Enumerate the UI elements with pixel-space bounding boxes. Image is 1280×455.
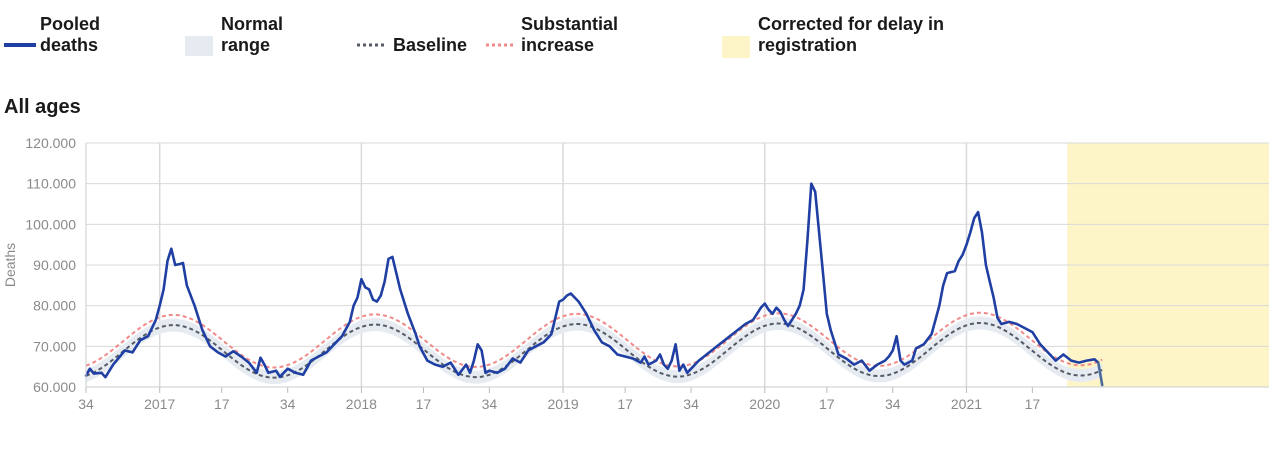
axes-layer: 60.000 70.000 80.000 90.000 100.000 110.000 12… bbox=[2, 135, 1269, 412]
deaths-line-chart: 60.000 70.000 80.000 90.000 100.000 110.000 12… bbox=[2, 135, 1269, 412]
y-tick-label: 110.000 bbox=[26, 176, 76, 192]
legend-substantial-line1: Substantial bbox=[521, 14, 619, 34]
x-tick-label: 34 bbox=[280, 396, 296, 412]
normal-range-swatch bbox=[185, 36, 213, 56]
y-tick-label: 100.000 bbox=[25, 216, 76, 232]
x-tick-label: 34 bbox=[683, 396, 699, 412]
legend-baseline-label: Baseline bbox=[393, 35, 468, 55]
legend-pooled-line1: Pooled bbox=[40, 14, 101, 34]
x-tick-label: 17 bbox=[416, 396, 432, 412]
y-tick-label: 70.000 bbox=[33, 338, 76, 354]
legend-pooled-deaths[interactable]: Pooled deaths bbox=[40, 14, 100, 56]
pooled-deaths-corrected-line bbox=[1097, 361, 1104, 387]
baseline-swatch bbox=[357, 43, 387, 47]
pooled-deaths-swatch bbox=[4, 43, 36, 47]
corrected-delay-swatch bbox=[722, 36, 750, 58]
reference-lines-layer bbox=[85, 311, 1103, 379]
normal-range-layer bbox=[86, 316, 1103, 385]
y-tick-label: 60.000 bbox=[33, 379, 76, 395]
x-tick-label: 17 bbox=[1025, 396, 1041, 412]
x-tick-label: 34 bbox=[885, 396, 901, 412]
y-tick-label: 90.000 bbox=[33, 257, 76, 273]
legend-normal-line1: Normal bbox=[221, 14, 284, 34]
legend-corrected-line2: registration bbox=[758, 35, 858, 55]
x-tick-label: 2017 bbox=[144, 396, 175, 412]
legend-baseline[interactable]: Baseline bbox=[393, 35, 467, 56]
y-tick-label: 120.000 bbox=[25, 135, 76, 151]
x-tick-label: 34 bbox=[482, 396, 498, 412]
legend-substantial-increase[interactable]: Substantial increase bbox=[521, 14, 618, 56]
pooled-deaths-line bbox=[84, 182, 1100, 379]
x-tick-label: 17 bbox=[819, 396, 835, 412]
legend-substantial-line2: increase bbox=[521, 35, 595, 55]
x-tick-label: 17 bbox=[214, 396, 230, 412]
section-title: All ages bbox=[4, 96, 81, 118]
x-tick-label: 2021 bbox=[951, 396, 982, 412]
substantial-increase-line bbox=[85, 311, 1103, 369]
baseline-line bbox=[85, 322, 1103, 379]
normal-range-band bbox=[86, 316, 1103, 385]
legend-corrected-delay[interactable]: Corrected for delay in registration bbox=[758, 14, 944, 56]
x-tick-label: 34 bbox=[78, 396, 94, 412]
series-layer bbox=[84, 182, 1104, 387]
x-tick-label: 2018 bbox=[346, 396, 377, 412]
x-tick-label: 2020 bbox=[749, 396, 780, 412]
legend-normal-line2: range bbox=[221, 35, 271, 55]
substantial-increase-swatch bbox=[486, 43, 516, 47]
y-axis-title: Deaths bbox=[2, 243, 18, 287]
legend-corrected-line1: Corrected for delay in bbox=[758, 14, 945, 34]
legend-normal-range[interactable]: Normal range bbox=[221, 14, 283, 56]
legend-pooled-line2: deaths bbox=[40, 35, 99, 55]
x-tick-label: 17 bbox=[617, 396, 633, 412]
x-tick-label: 2019 bbox=[548, 396, 579, 412]
y-tick-label: 80.000 bbox=[33, 298, 76, 314]
